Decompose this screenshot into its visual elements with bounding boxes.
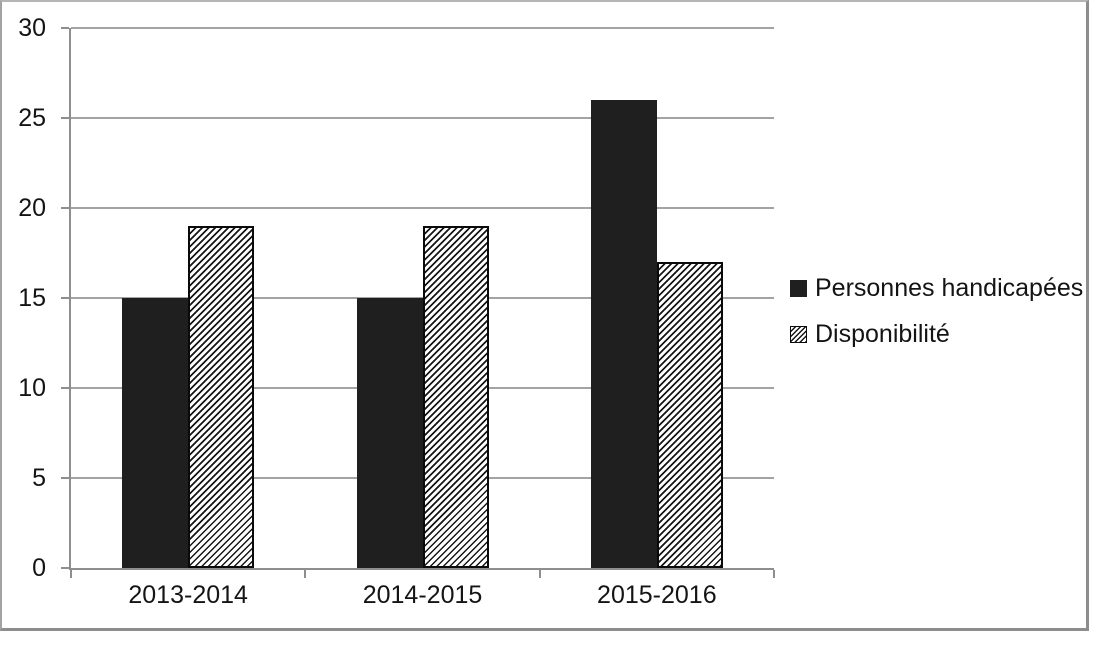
y-axis-tick: [61, 477, 69, 479]
x-axis-label: 2015-2016: [597, 581, 717, 609]
y-axis-tick: [61, 117, 69, 119]
plot-area: 0 5 10 15 20 25 30 2013-2014 2014-2015 2015-2016: [18, 14, 775, 609]
y-axis-label: 20: [18, 194, 46, 222]
legend-swatch-solid-icon: [790, 280, 807, 297]
y-axis-label: 15: [18, 284, 46, 312]
y-axis-label: 5: [32, 464, 46, 492]
y-axis-label: 10: [18, 374, 46, 402]
legend-swatch-hatched-icon: [790, 326, 807, 343]
legend: Personnes handicapées Disponibilité: [790, 274, 1083, 349]
y-axis-tick: [61, 27, 69, 29]
bar-personnes-handicapees: [590, 100, 657, 568]
y-axis-label: 30: [18, 14, 46, 42]
y-axis-label: 25: [18, 104, 46, 132]
x-axis-label: 2013-2014: [128, 581, 248, 609]
gridline: [71, 117, 774, 119]
x-axis-tick: [538, 570, 541, 578]
y-axis-tick: [61, 567, 69, 569]
y-axis-tick: [61, 297, 69, 299]
bar-disponibilite: [656, 262, 723, 568]
x-axis-label: 2014-2015: [362, 581, 483, 609]
x-axis-tick: [70, 570, 72, 578]
y-axis-tick: [61, 387, 69, 389]
legend-item: Personnes handicapées: [790, 274, 1083, 303]
x-axis-tick: [304, 570, 307, 578]
legend-label: Personnes handicapées: [815, 274, 1084, 302]
bar-personnes-handicapees: [356, 298, 423, 568]
chart-frame: 0 5 10 15 20 25 30 2013-2014 2014-2015 2015-2016 …: [0, 0, 1089, 631]
bar-personnes-handicapees: [122, 298, 189, 568]
legend-item: Disponibilité: [790, 320, 1083, 349]
gridline: [71, 207, 774, 209]
y-axis-label: 0: [32, 554, 46, 582]
legend-label: Disponibilité: [815, 320, 950, 348]
gridline: [71, 27, 774, 29]
y-axis-tick: [61, 207, 69, 209]
bar-disponibilite: [422, 226, 489, 568]
bar-disponibilite: [188, 226, 255, 568]
x-axis-tick: [773, 570, 775, 578]
